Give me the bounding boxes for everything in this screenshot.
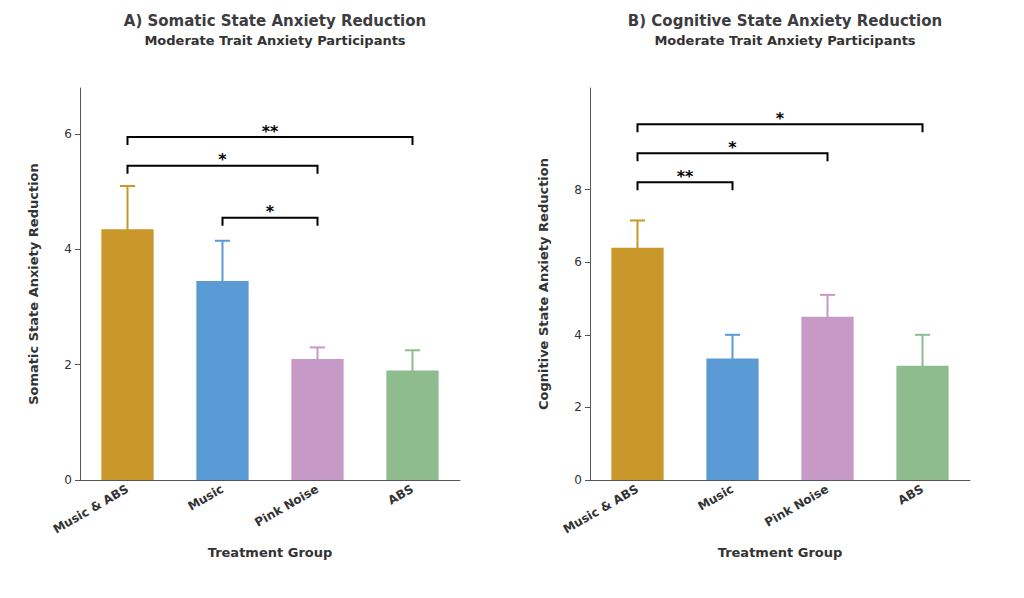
svg-text:0: 0 (64, 473, 72, 487)
svg-text:*: * (776, 109, 785, 128)
svg-text:6: 6 (574, 255, 582, 269)
svg-text:4: 4 (64, 242, 72, 256)
svg-text:6: 6 (64, 127, 72, 141)
svg-text:Music: Music (185, 482, 226, 514)
svg-text:Treatment Group: Treatment Group (718, 545, 843, 560)
svg-text:*: * (218, 150, 227, 169)
svg-text:**: ** (262, 122, 279, 141)
svg-text:Pink Noise: Pink Noise (252, 482, 321, 530)
svg-text:2: 2 (64, 358, 72, 372)
svg-text:0: 0 (574, 473, 582, 487)
svg-text:Somatic State Anxiety Reductio: Somatic State Anxiety Reduction (26, 163, 41, 405)
svg-text:Music & ABS: Music & ABS (51, 482, 131, 536)
svg-text:*: * (266, 202, 275, 221)
svg-text:Moderate Trait Anxiety Partici: Moderate Trait Anxiety Participants (654, 33, 915, 48)
svg-text:Music & ABS: Music & ABS (561, 482, 641, 536)
svg-text:Pink Noise: Pink Noise (762, 482, 831, 530)
svg-text:4: 4 (574, 328, 582, 342)
svg-text:Moderate Trait Anxiety Partici: Moderate Trait Anxiety Participants (144, 33, 405, 48)
svg-text:*: * (728, 138, 737, 157)
svg-text:2: 2 (574, 400, 582, 414)
svg-text:Cognitive State Anxiety Reduct: Cognitive State Anxiety Reduction (536, 158, 551, 410)
svg-text:ABS: ABS (386, 482, 416, 508)
svg-text:Music: Music (695, 482, 736, 514)
svg-text:ABS: ABS (896, 482, 926, 508)
svg-text:A) Somatic State Anxiety Reduc: A) Somatic State Anxiety Reduction (124, 12, 426, 30)
svg-text:B) Cognitive State Anxiety Red: B) Cognitive State Anxiety Reduction (628, 12, 942, 30)
svg-text:Treatment Group: Treatment Group (208, 545, 333, 560)
svg-text:**: ** (677, 167, 694, 186)
svg-text:8: 8 (574, 183, 582, 197)
